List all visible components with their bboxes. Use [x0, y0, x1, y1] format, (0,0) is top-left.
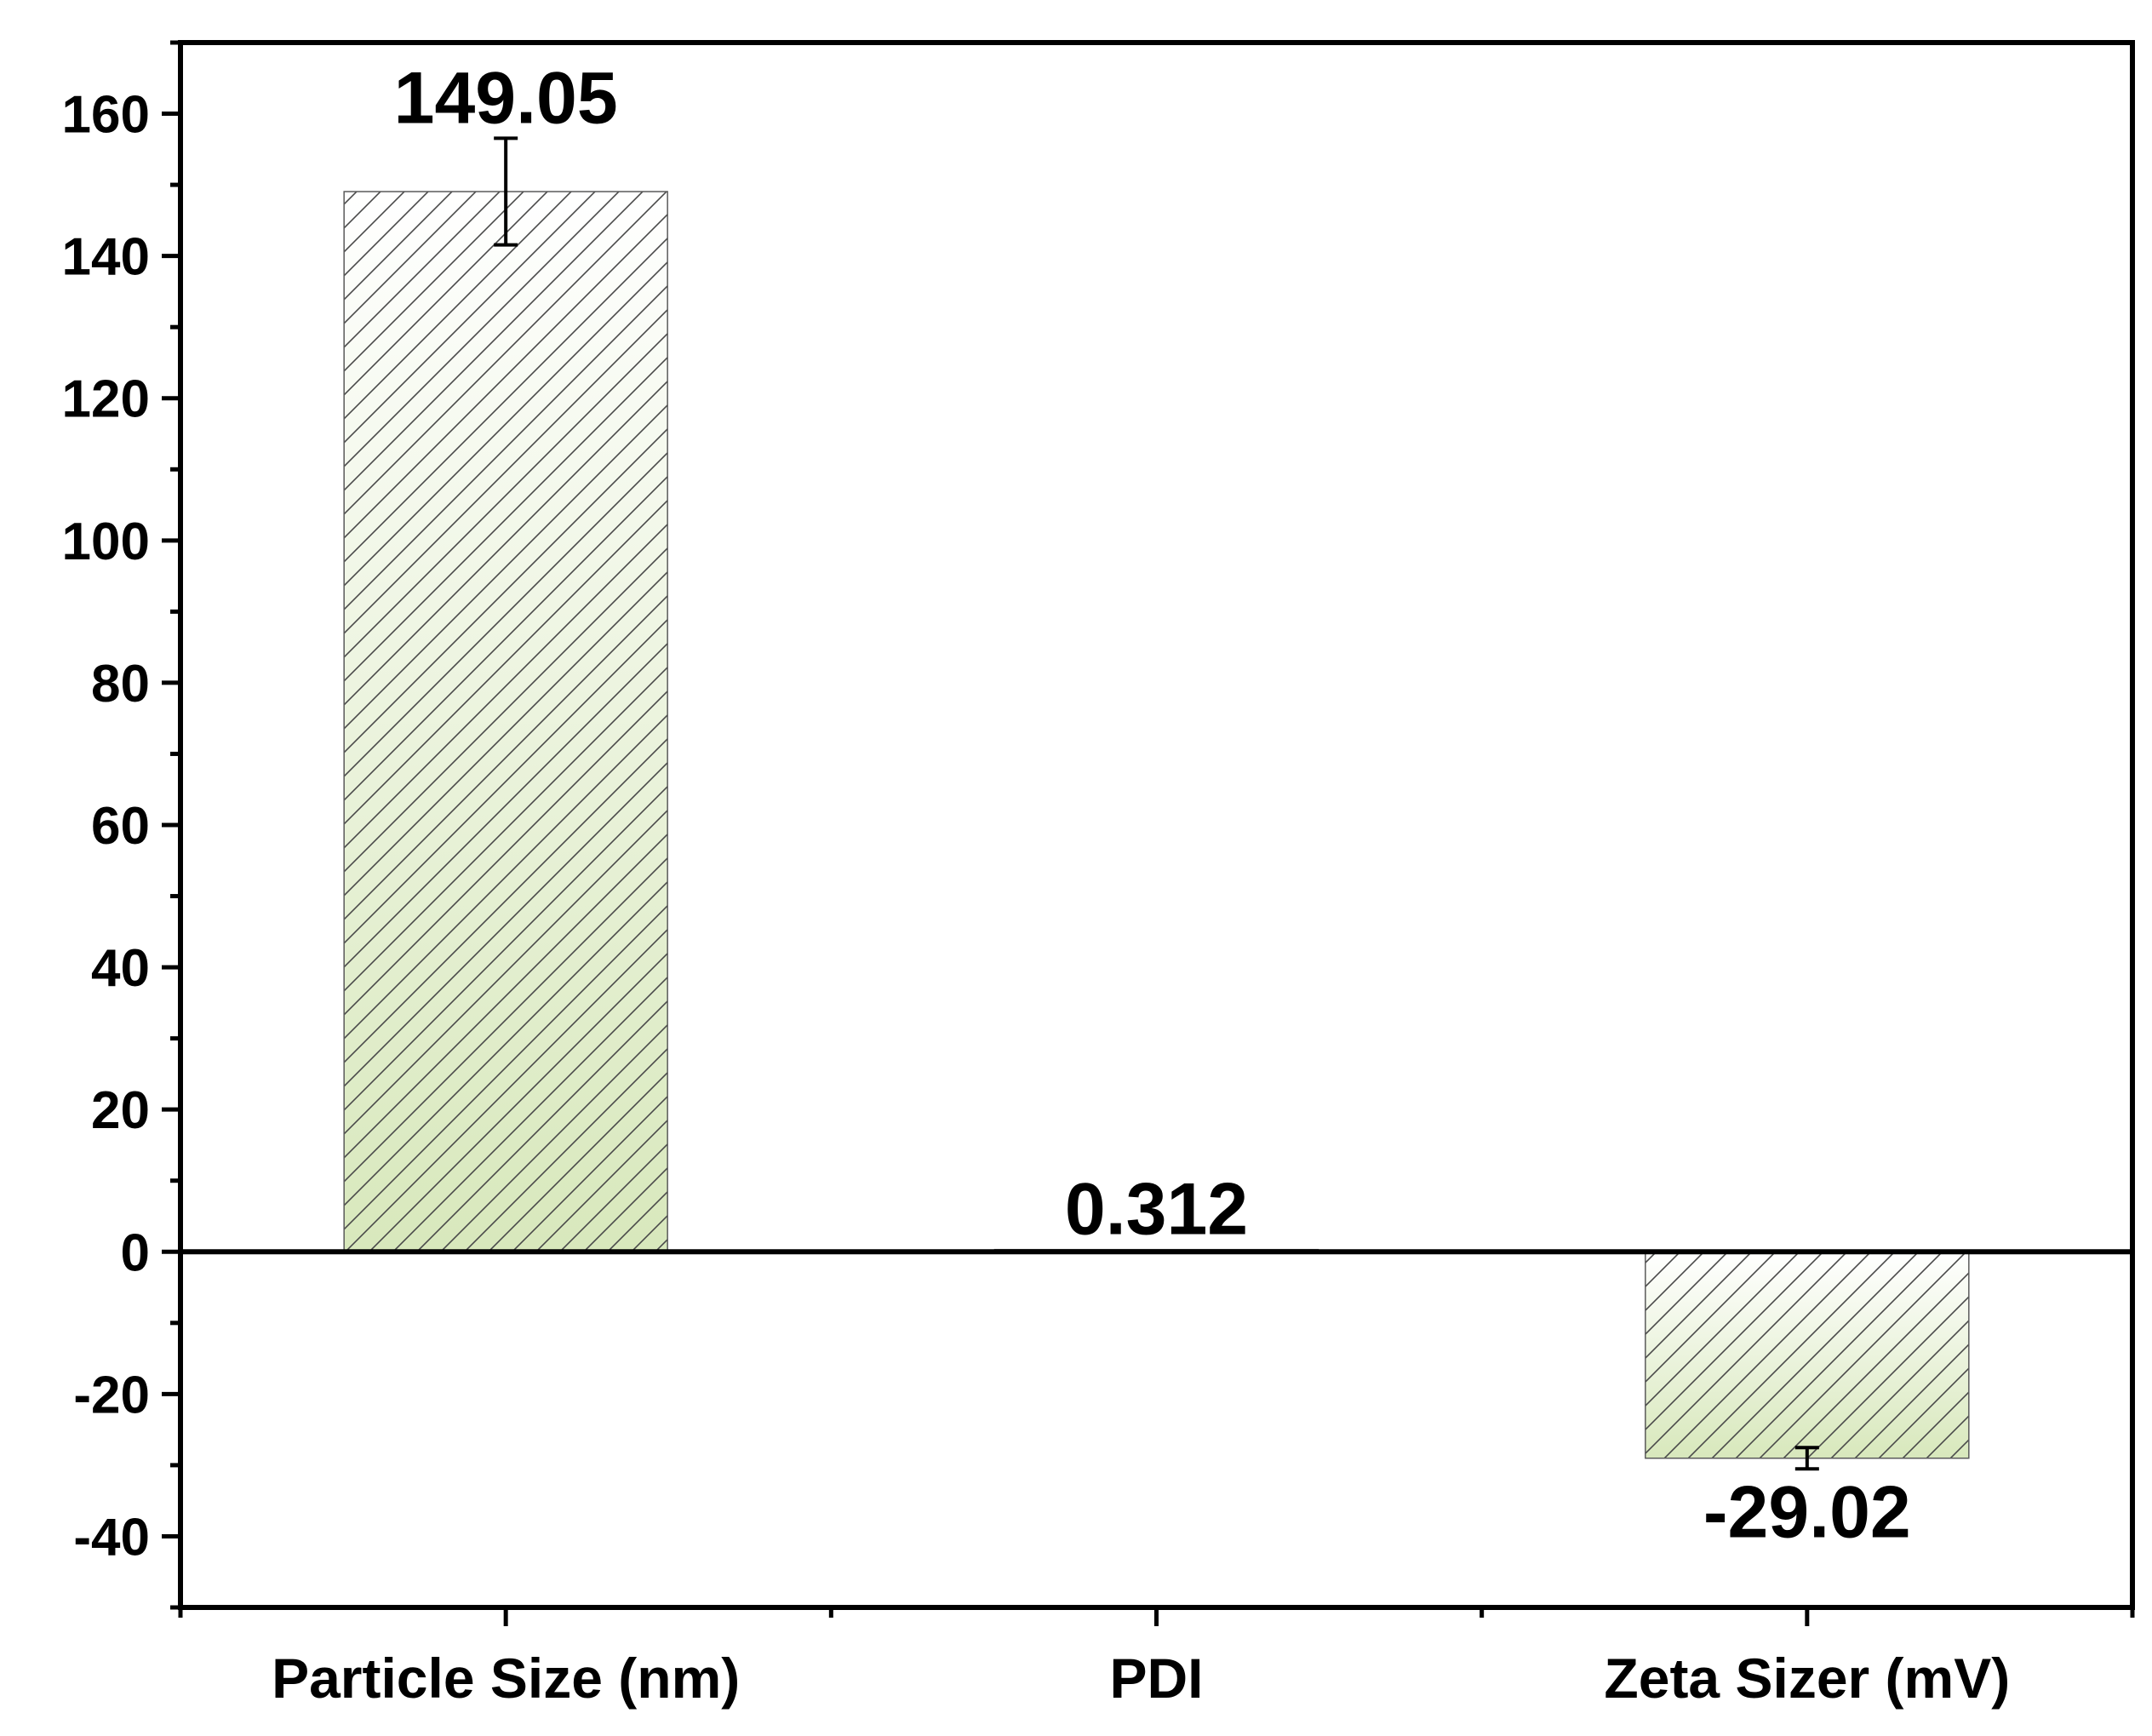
y-tick-label: 60: [91, 797, 150, 856]
data-label-2: -29.02: [1703, 1471, 1911, 1553]
y-tick-label: 160: [62, 86, 150, 145]
y-tick-label: 0: [121, 1223, 150, 1282]
y-tick-label: 80: [91, 655, 150, 713]
y-tick-label: 100: [62, 513, 150, 571]
y-tick-label: 140: [62, 228, 150, 287]
bar-0: [343, 191, 668, 1253]
x-category-label: PDI: [1109, 1647, 1203, 1710]
y-tick-label: 40: [91, 939, 150, 998]
data-label-1: 0.312: [1065, 1169, 1248, 1251]
y-tick-label: 20: [91, 1081, 150, 1140]
y-tick-label: -40: [73, 1508, 150, 1567]
x-category-label: Zeta Sizer (mV): [1604, 1647, 2010, 1710]
bar-2: [1645, 1251, 1970, 1459]
data-label-0: 149.05: [394, 57, 618, 139]
y-tick-label: 120: [62, 370, 150, 429]
y-tick-label: -20: [73, 1366, 150, 1424]
x-category-label: Particle Size (nm): [272, 1647, 740, 1710]
